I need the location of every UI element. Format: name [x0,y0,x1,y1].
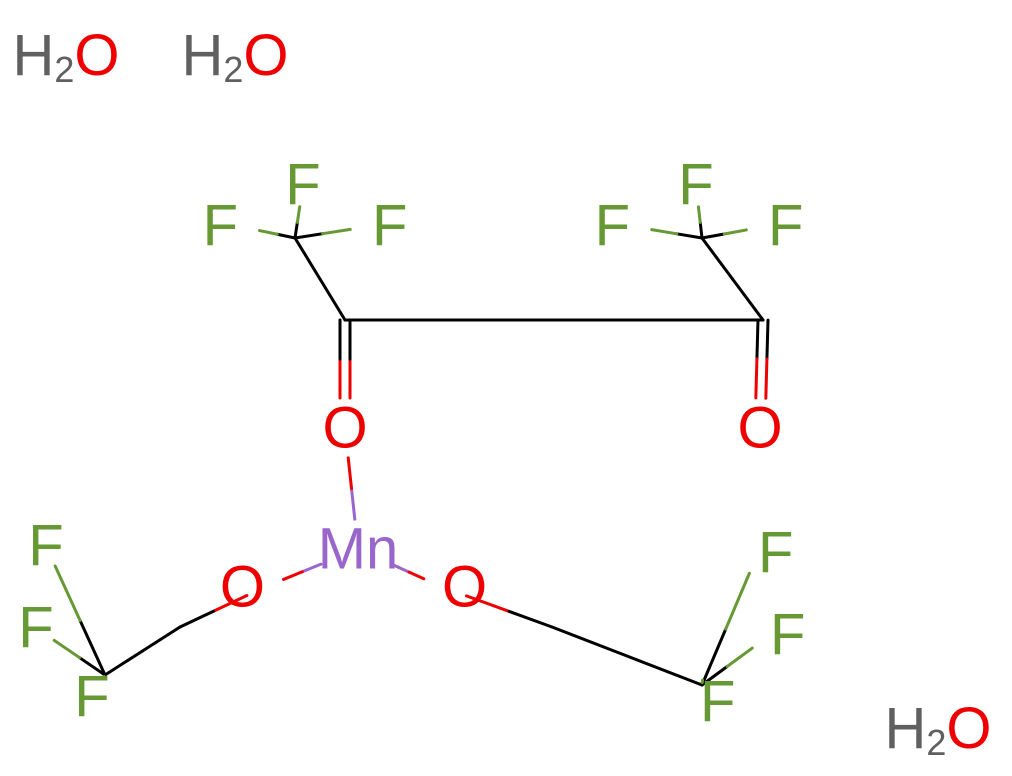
o-atom-label: O [737,396,782,461]
water-molecule: H2O [12,23,119,90]
f-atom-label: F [770,603,805,668]
f-atom-label: F [595,194,630,259]
f-atom-label: F [285,153,320,218]
o-atom-label: O [322,396,367,461]
bond [726,573,750,629]
bond [677,234,702,238]
water-molecule: H2O [884,696,991,763]
bond [320,279,345,320]
bond [352,489,355,520]
bond [180,611,213,627]
bond [348,458,351,489]
bond [702,234,724,238]
bond [105,651,143,675]
molecule-diagram: MnOOOOFFFFFFFFFFFFH2OH2OH2O [0,0,1012,776]
bond [295,234,323,238]
bond [284,572,303,580]
bond [766,359,767,398]
bond [409,572,424,579]
bond [277,234,295,238]
bond [295,222,297,238]
water-molecule: H2O [181,23,288,90]
f-atom-label: F [372,194,407,259]
f-atom-label: F [700,670,735,735]
bond [757,320,758,359]
bond [767,320,768,359]
bond [552,627,627,656]
bond [295,238,320,279]
bond [733,279,764,320]
bond [652,230,677,234]
bond [700,222,702,238]
f-atom-label: F [28,514,63,579]
bond [756,359,757,398]
mn-atom-label: Mn [318,517,399,582]
bond [323,229,351,233]
f-atom-label: F [768,194,803,259]
bond [627,656,702,685]
f-atom-label: F [18,596,53,661]
bond [727,648,752,666]
bond [260,231,278,235]
f-atom-label: F [758,521,793,586]
bond [143,627,181,651]
bond [54,640,79,657]
f-atom-label: F [203,194,238,259]
bond [702,238,733,279]
o-atom-label: O [220,555,265,620]
f-atom-label: F [74,665,109,730]
f-atom-label: F [678,153,713,218]
o-atom-label: O [442,555,487,620]
bond [509,611,552,627]
bond [724,230,746,234]
